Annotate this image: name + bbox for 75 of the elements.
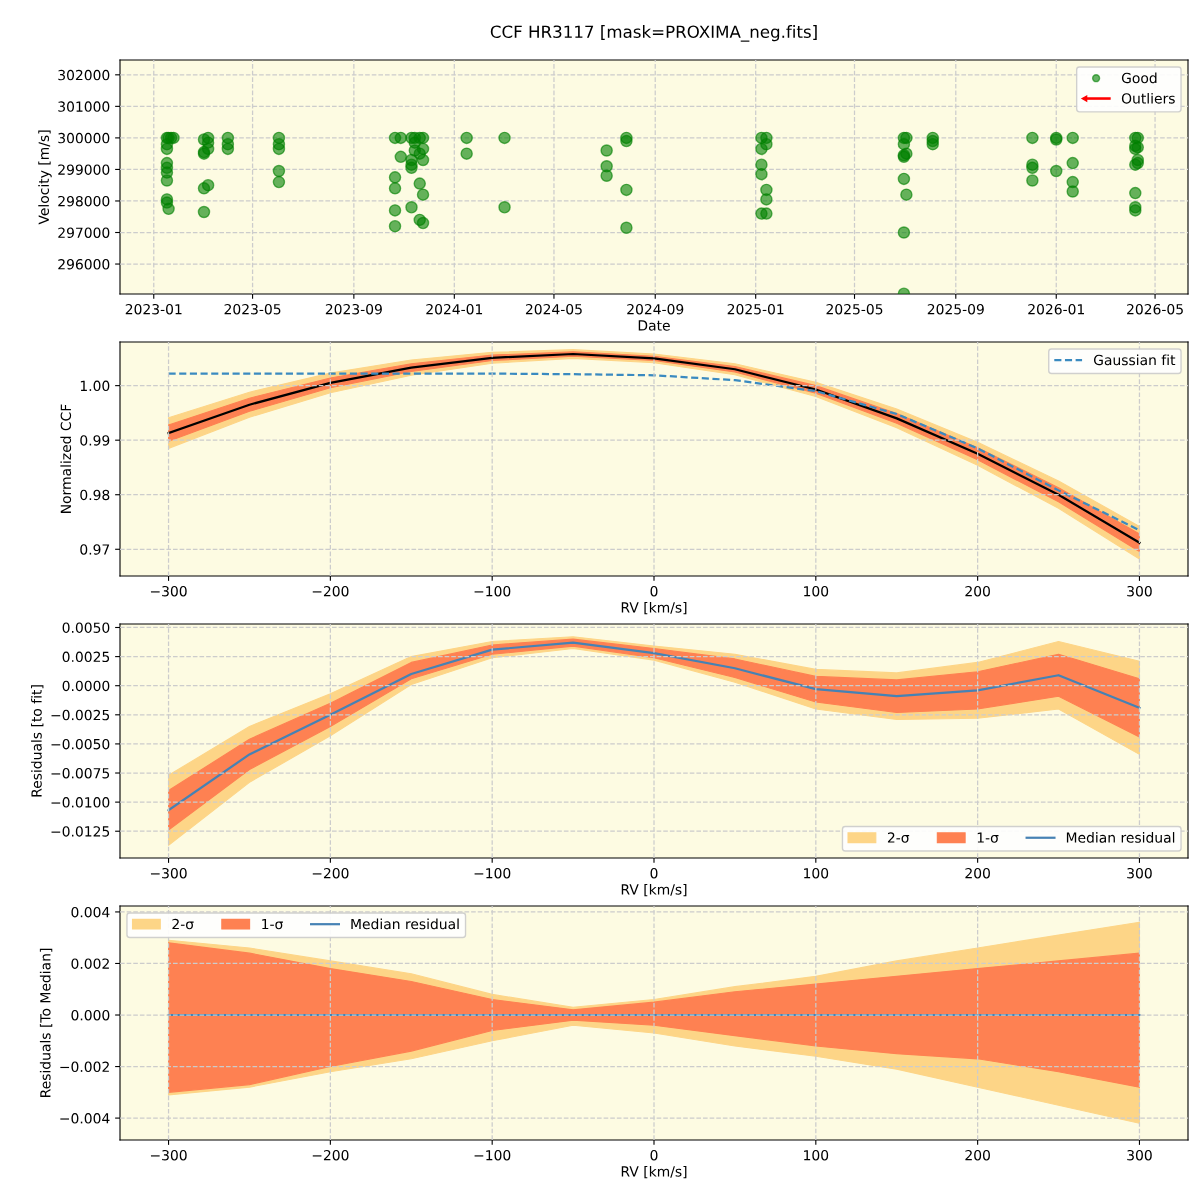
x-tick-label: 300 — [1127, 867, 1152, 879]
x-tick-label: −300 — [150, 867, 187, 879]
y-tick-label: −0.0050 — [51, 738, 110, 750]
x-tick-label: −100 — [474, 1149, 511, 1161]
y-axis-title: Residuals [To Median] — [39, 948, 53, 1097]
legend-label: 2-σ — [887, 832, 910, 843]
y-tick-label: 301000 — [58, 101, 110, 112]
y-tick-label: 296000 — [58, 259, 110, 270]
x-tick-label: −300 — [150, 1149, 187, 1161]
legend-label: Median residual — [1066, 832, 1175, 843]
x-tick-label: 2023-09 — [325, 303, 382, 315]
x-tick-label: 2024-05 — [525, 303, 582, 315]
y-tick-label: −0.0100 — [51, 797, 110, 808]
x-tick-label: 2026-01 — [1028, 303, 1084, 315]
x-tick-label: 300 — [1127, 1149, 1152, 1161]
y-tick-label: 0.0025 — [62, 651, 110, 663]
y-tick-label: 0.0050 — [62, 622, 110, 633]
x-tick-label: −300 — [150, 585, 187, 597]
y-tick-label: −0.0125 — [51, 826, 110, 837]
y-axis-title: Residuals [to fit] — [31, 685, 44, 797]
y-tick-label: 0.004 — [71, 906, 110, 918]
y-tick-label: 0.99 — [80, 435, 110, 446]
x-tick-label: 2025-09 — [927, 303, 984, 315]
y-tick-label: 0.97 — [80, 544, 110, 555]
x-tick-label: 2024-01 — [426, 303, 483, 315]
x-tick-label: 2023-01 — [125, 303, 182, 315]
legend-label: Median residual — [351, 918, 459, 930]
legend-label: 2-σ — [172, 918, 194, 930]
x-tick-label: −200 — [312, 867, 349, 879]
x-tick-label: 0 — [650, 867, 658, 879]
y-tick-label: 298000 — [58, 195, 110, 207]
y-tick-label: −0.0025 — [51, 709, 110, 721]
x-tick-label: 200 — [965, 1149, 990, 1161]
y-tick-label: −0.002 — [60, 1061, 109, 1073]
x-tick-label: 2023-05 — [224, 303, 281, 315]
x-tick-label: 2024-09 — [627, 303, 684, 315]
x-tick-label: 2025-01 — [727, 303, 784, 315]
x-tick-label: 100 — [804, 1149, 829, 1161]
line-series — [167, 372, 1141, 532]
x-tick-label: 0 — [650, 1149, 658, 1161]
legend-label: 1-σ — [977, 832, 999, 843]
y-axis-title: Velocity [m/s] — [38, 130, 52, 225]
y-tick-label: −0.0075 — [51, 767, 110, 779]
y-tick-label: 297000 — [58, 227, 110, 238]
x-tick-label: 2025-05 — [826, 303, 883, 315]
x-tick-label: 100 — [804, 585, 829, 597]
y-tick-label: 0.000 — [71, 1009, 110, 1021]
y-tick-label: 1.00 — [80, 380, 110, 392]
y-tick-label: 0.0000 — [62, 680, 110, 692]
legend-label: 1-σ — [262, 918, 283, 930]
x-tick-label: 200 — [965, 867, 990, 879]
y-tick-label: 299000 — [58, 164, 110, 175]
x-tick-label: −200 — [312, 585, 349, 597]
x-axis-title: RV [km/s] — [621, 1165, 687, 1179]
x-tick-label: 2026-05 — [1127, 303, 1183, 315]
chart-title: CCF HR3117 [mask=PROXIMA_neg.fits] — [490, 25, 817, 42]
x-tick-label: 100 — [804, 867, 829, 879]
x-tick-label: 200 — [965, 585, 990, 597]
x-axis-title: RV [km/s] — [621, 601, 687, 615]
y-tick-label: −0.004 — [60, 1113, 110, 1124]
x-tick-label: −100 — [474, 867, 511, 879]
x-tick-label: −200 — [312, 1149, 349, 1161]
legend-label: Good — [1121, 72, 1157, 84]
y-tick-label: 302000 — [58, 69, 110, 81]
y-tick-label: 0.98 — [80, 489, 110, 501]
legend-label: Gaussian fit — [1093, 354, 1176, 366]
y-tick-label: 300000 — [58, 132, 110, 144]
x-tick-label: 0 — [650, 585, 658, 597]
x-axis-title: RV [km/s] — [621, 883, 687, 897]
x-axis-title: Date — [638, 320, 670, 331]
y-tick-label: 0.002 — [71, 958, 109, 969]
y-axis-title: Normalized CCF — [60, 404, 72, 513]
x-tick-label: −100 — [474, 585, 511, 597]
legend-label: Outliers — [1121, 92, 1175, 104]
x-tick-label: 300 — [1127, 585, 1152, 597]
